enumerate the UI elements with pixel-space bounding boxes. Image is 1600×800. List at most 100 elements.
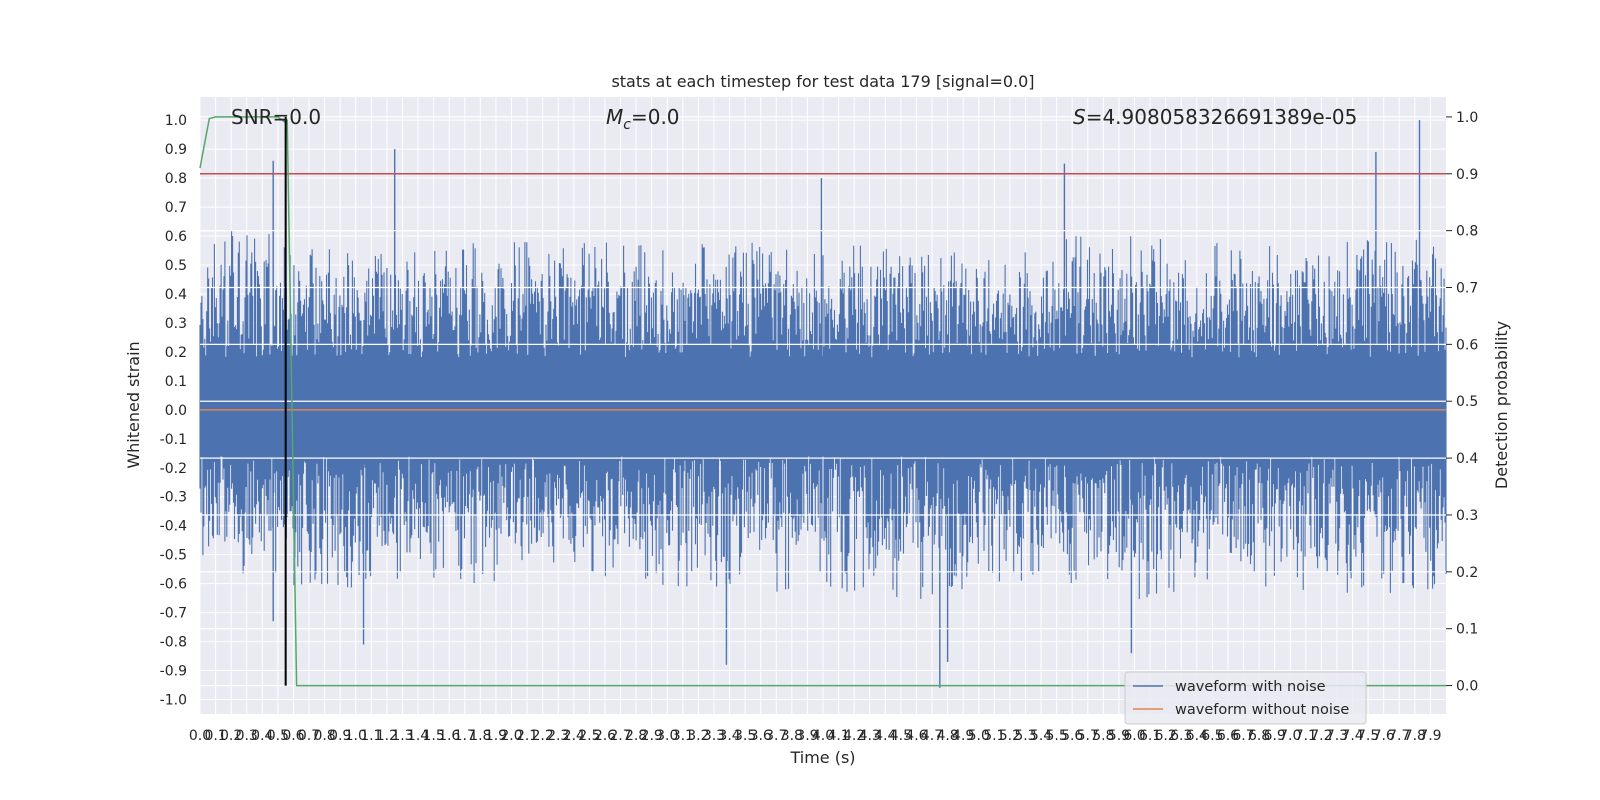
x-tick-label: 4.3: [859, 728, 881, 744]
y-tick-label-right: 0.9: [1456, 167, 1478, 183]
legend-box: [1124, 671, 1367, 725]
legend-label-noise: waveform with noise: [1175, 679, 1326, 695]
x-tick-label: 2.4: [563, 728, 585, 744]
y-tick-label-right: 0.4: [1456, 451, 1478, 467]
y-tick-label-left: 1.0: [165, 113, 187, 129]
x-tick-label: 0.2: [220, 728, 242, 744]
x-tick-label: 1.2: [376, 728, 398, 744]
x-tick-label: 6.0: [1123, 728, 1145, 744]
x-tick-label: 3.1: [672, 728, 694, 744]
x-tick-label: 6.8: [1248, 728, 1270, 744]
x-tick-label: 0.1: [204, 728, 226, 744]
x-tick-label: 7.0: [1279, 728, 1301, 744]
mc-value: =0.0: [631, 105, 680, 129]
y-axis-label-left: Whitened strain: [124, 341, 143, 468]
y-tick-label-right: 0.3: [1456, 508, 1478, 524]
legend: waveform with noise waveform without noi…: [1124, 671, 1367, 725]
x-tick-label: 2.3: [547, 728, 569, 744]
x-tick-label: 6.5: [1201, 728, 1223, 744]
x-tick-label: 4.1: [827, 728, 849, 744]
y-tick-label-left: -0.2: [160, 461, 187, 477]
y-tick-label-right: 1.0: [1456, 110, 1478, 126]
x-tick-label: 1.3: [391, 728, 413, 744]
x-tick-label: 1.9: [485, 728, 507, 744]
x-tick-label: 7.7: [1388, 728, 1410, 744]
x-tick-label: 6.4: [1186, 728, 1208, 744]
x-tick-label: 4.4: [874, 728, 896, 744]
x-tick-label: 5.7: [1077, 728, 1099, 744]
x-tick-label: 3.9: [796, 728, 818, 744]
x-tick-label: 5.8: [1092, 728, 1114, 744]
x-tick-label: 0.5: [267, 728, 289, 744]
y-tick-label-right: 0.2: [1456, 565, 1478, 581]
x-tick-label: 0.0: [189, 728, 211, 744]
y-tick-label-left: -0.3: [160, 490, 187, 506]
x-tick-label: 5.2: [999, 728, 1021, 744]
mc-subscript: c: [623, 117, 631, 133]
y-tick-label-right: 0.6: [1456, 337, 1478, 353]
y-axis-label-right: Detection probability: [1492, 321, 1511, 489]
y-tick-label-left: 0.1: [165, 374, 187, 390]
x-tick-label: 3.3: [703, 728, 725, 744]
x-tick-label: 7.1: [1295, 728, 1317, 744]
y-tick-label-right: 0.5: [1456, 394, 1478, 410]
x-tick-label: 7.5: [1357, 728, 1379, 744]
x-tick-label: 4.2: [843, 728, 865, 744]
x-tick-label: 2.5: [578, 728, 600, 744]
x-tick-label: 1.6: [438, 728, 460, 744]
mc-symbol: M: [606, 105, 623, 129]
y-tick-label-right: 0.7: [1456, 281, 1478, 297]
x-tick-label: 2.6: [594, 728, 616, 744]
y-tick-label-left: -0.1: [160, 432, 187, 448]
x-tick-label: 4.6: [905, 728, 927, 744]
x-tick-label: 3.2: [687, 728, 709, 744]
x-tick-label: 6.1: [1139, 728, 1161, 744]
x-tick-label: 4.8: [936, 728, 958, 744]
x-tick-label: 3.4: [718, 728, 740, 744]
noise-waveform-path: [199, 230, 1447, 600]
x-tick-label: 2.2: [532, 728, 554, 744]
x-tick-label: 5.6: [1061, 728, 1083, 744]
y-tick-label-left: 0.8: [165, 171, 187, 187]
x-tick-label: 1.4: [407, 728, 429, 744]
detection-probability-line: [199, 116, 1446, 687]
y-tick-label-left: 0.7: [165, 200, 187, 216]
x-tick-label: 2.1: [516, 728, 538, 744]
x-tick-label: 7.8: [1404, 728, 1426, 744]
snr-annotation: SNR=0.0: [231, 105, 321, 129]
x-tick-label: 1.5: [422, 728, 444, 744]
x-tick-label: 3.5: [734, 728, 756, 744]
line-layer: [199, 116, 1446, 687]
x-tick-label: 1.0: [345, 728, 367, 744]
x-tick-label: 7.9: [1419, 728, 1441, 744]
x-tick-label: 1.1: [360, 728, 382, 744]
x-tick-label: 2.0: [500, 728, 522, 744]
y-tick-label-right: 0.8: [1456, 224, 1478, 240]
x-tick-label: 0.7: [298, 728, 320, 744]
y-tick-label-right: 0.0: [1456, 679, 1478, 695]
x-tick-label: 6.9: [1264, 728, 1286, 744]
y-tick-label-left: -0.7: [160, 606, 187, 622]
x-tick-label: 4.9: [952, 728, 974, 744]
x-tick-label: 5.3: [1014, 728, 1036, 744]
y-tick-label-left: -0.5: [160, 548, 187, 564]
x-tick-label: 6.6: [1217, 728, 1239, 744]
s-annotation: S=4.908058326691389e-05: [1073, 105, 1357, 129]
mc-annotation: Mc=0.0: [606, 105, 680, 133]
x-tick-label: 0.9: [329, 728, 351, 744]
x-tick-label: 5.5: [1045, 728, 1067, 744]
y-tick-label-left: 0.0: [165, 403, 187, 419]
y-tick-label-left: 0.5: [165, 258, 187, 274]
tick-labels: 0.00.10.20.30.40.50.60.70.80.91.01.11.21…: [160, 110, 1479, 744]
s-value: =4.908058326691389e-05: [1086, 105, 1358, 129]
s-symbol: S: [1073, 105, 1086, 129]
legend-label-clean: waveform without noise: [1175, 702, 1349, 718]
x-tick-label: 7.6: [1373, 728, 1395, 744]
y-tick-label-left: 0.2: [165, 345, 187, 361]
y-tick-label-left: -0.4: [160, 519, 187, 535]
x-tick-label: 0.8: [313, 728, 335, 744]
noise-waveform-series: [199, 120, 1447, 688]
y-tick-label-left: 0.4: [165, 287, 187, 303]
x-tick-label: 5.9: [1108, 728, 1130, 744]
